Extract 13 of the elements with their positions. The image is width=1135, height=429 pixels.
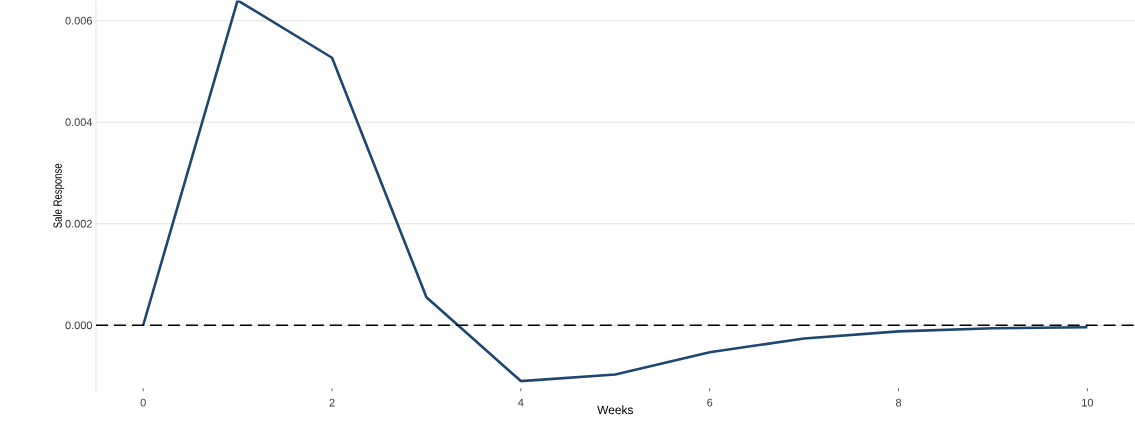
x-tick-label: 10	[1082, 398, 1094, 407]
x-tick-label: 2	[329, 398, 335, 407]
x-axis-title: Weeks	[597, 405, 634, 415]
y-axis-title: Sale Response	[53, 163, 65, 228]
x-tick-label: 6	[707, 398, 713, 407]
y-tick-label: 0.004	[65, 118, 93, 126]
y-tick-label: 0.000	[65, 321, 93, 330]
y-tick-label: 0.006	[65, 16, 92, 25]
y-tick-label: 0.002	[65, 219, 92, 228]
x-tick-label: 0	[140, 398, 146, 407]
x-tick-label: 8	[895, 398, 902, 407]
line-series	[141, 0, 1089, 383]
x-tick-label: 4	[518, 398, 524, 407]
